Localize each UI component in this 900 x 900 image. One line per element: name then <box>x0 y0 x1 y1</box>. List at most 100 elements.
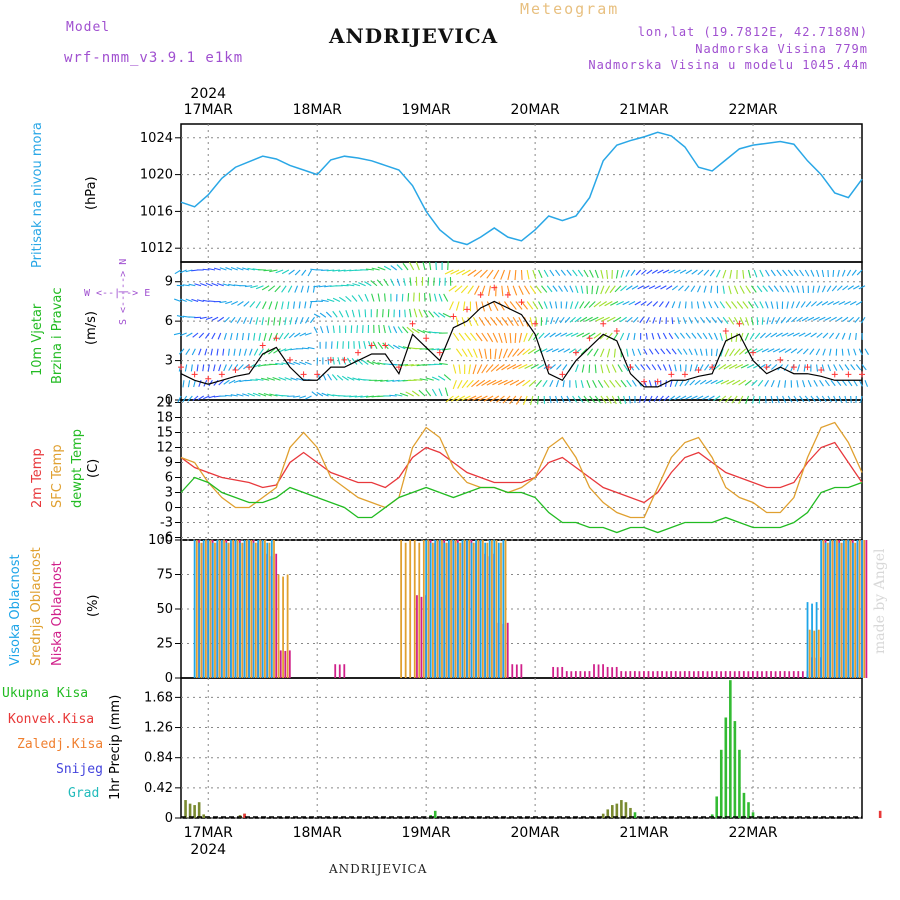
total-precip-bar <box>715 796 719 818</box>
wind-arrow <box>607 316 616 322</box>
wind-arrow <box>515 395 522 405</box>
wind-arrow <box>749 332 755 340</box>
wind-arrow <box>606 395 612 404</box>
wind-arrow <box>660 348 666 355</box>
wind-arrow <box>249 301 256 308</box>
wind-arrow <box>272 376 281 381</box>
wind-arrow <box>507 269 511 281</box>
wind-arrow <box>837 269 840 277</box>
wind-arrow <box>724 348 730 357</box>
wind-arrow <box>364 293 369 302</box>
wind-arrow <box>593 301 602 308</box>
wind-gust-mark <box>532 320 539 327</box>
wind-arrow <box>397 326 403 334</box>
wind-arrow <box>633 332 636 341</box>
wind-arrow <box>192 395 199 401</box>
wind-arrow <box>497 379 508 386</box>
wind-arrow <box>304 316 310 324</box>
wind-arrow <box>766 317 770 325</box>
wind-arrow <box>326 298 335 303</box>
wind-arrow <box>174 298 182 303</box>
wind-arrow <box>761 317 764 325</box>
wind-arrow <box>542 379 548 388</box>
wind-arrow <box>614 285 622 293</box>
wind-arrow <box>679 364 682 372</box>
wind-arrow <box>685 332 691 339</box>
wind-arrow <box>824 379 830 387</box>
wind-arrow <box>685 395 692 400</box>
wind-arrow <box>299 317 304 324</box>
wind-arrow <box>305 395 312 400</box>
wind-arrow <box>725 395 732 403</box>
total-precip-bar <box>624 802 628 818</box>
wind-arrow <box>445 395 454 403</box>
wind-arrow <box>541 285 548 293</box>
wind-arrow <box>481 379 491 387</box>
wind-arrow <box>208 395 216 399</box>
wind-gust-mark <box>395 364 402 371</box>
wind-arrow <box>484 348 488 359</box>
wind-arrow <box>192 332 199 338</box>
wind-arrow <box>522 395 528 405</box>
lonlat-info: lon,lat (19.7812E, 42.7188N) <box>637 25 868 39</box>
wind-arrow <box>791 316 798 323</box>
wind-arrow <box>671 348 677 355</box>
wind-arrow <box>433 311 440 318</box>
wind-arrow <box>249 348 253 356</box>
wind-arrow <box>402 326 409 334</box>
wind-arrow <box>597 379 604 388</box>
wind-arrow <box>417 329 426 334</box>
wind-arrow <box>223 364 227 372</box>
wind-arrow <box>495 316 504 326</box>
wind-arrow <box>648 395 653 403</box>
bottom-day-label: 17MAR <box>184 825 233 841</box>
wind-arrow <box>628 395 631 404</box>
wind-arrow <box>770 380 775 388</box>
wind-arrow <box>356 358 363 365</box>
wind-arrow <box>384 293 386 302</box>
wind-arrow <box>623 364 629 372</box>
total-precip-bar <box>742 792 746 818</box>
wind-arrow <box>222 283 230 287</box>
wind-arrow <box>576 332 585 338</box>
wind-gust-mark <box>695 367 702 374</box>
top-day-label: 18MAR <box>293 102 342 118</box>
wind-gust-mark <box>382 342 389 349</box>
wind-arrow <box>336 374 344 381</box>
wind-arrow <box>844 301 851 306</box>
wind-arrow <box>431 376 440 381</box>
wind-arrow <box>804 269 810 277</box>
wind-gust-mark <box>750 349 757 356</box>
wind-arrow <box>570 332 579 337</box>
wind-arrow <box>555 269 561 276</box>
wind-arrow <box>796 316 803 322</box>
total-precip-bar <box>729 680 732 818</box>
wind-arrow <box>442 348 451 351</box>
wind-arrow <box>555 301 558 309</box>
wind-arrow <box>755 348 764 353</box>
wind-arrow <box>637 348 642 356</box>
wind-arrow <box>222 348 225 356</box>
wind-arrow <box>694 379 701 386</box>
wind-arrow <box>858 285 866 290</box>
wind-arrow <box>258 392 267 397</box>
wind-arrow <box>444 269 454 275</box>
wind-arrow <box>471 379 480 388</box>
wind-arrow <box>261 317 264 326</box>
wind-arrow <box>262 301 267 310</box>
wind-arrow <box>294 285 299 293</box>
wind-arrow <box>464 332 472 341</box>
wind-arrow <box>756 317 759 326</box>
wind-arrow <box>549 395 552 404</box>
wind-arrow <box>580 285 584 294</box>
wind-arrow <box>304 361 312 366</box>
wind-arrow <box>293 361 301 366</box>
wind-arrow <box>864 348 869 355</box>
wind-arrow <box>318 285 326 288</box>
wind-arrow <box>223 332 227 340</box>
wind-arrow <box>579 316 588 322</box>
wind-arrow <box>418 309 423 318</box>
wind-arrow <box>580 380 584 389</box>
wind-arrow <box>764 395 767 404</box>
wind-arrow <box>646 269 653 275</box>
